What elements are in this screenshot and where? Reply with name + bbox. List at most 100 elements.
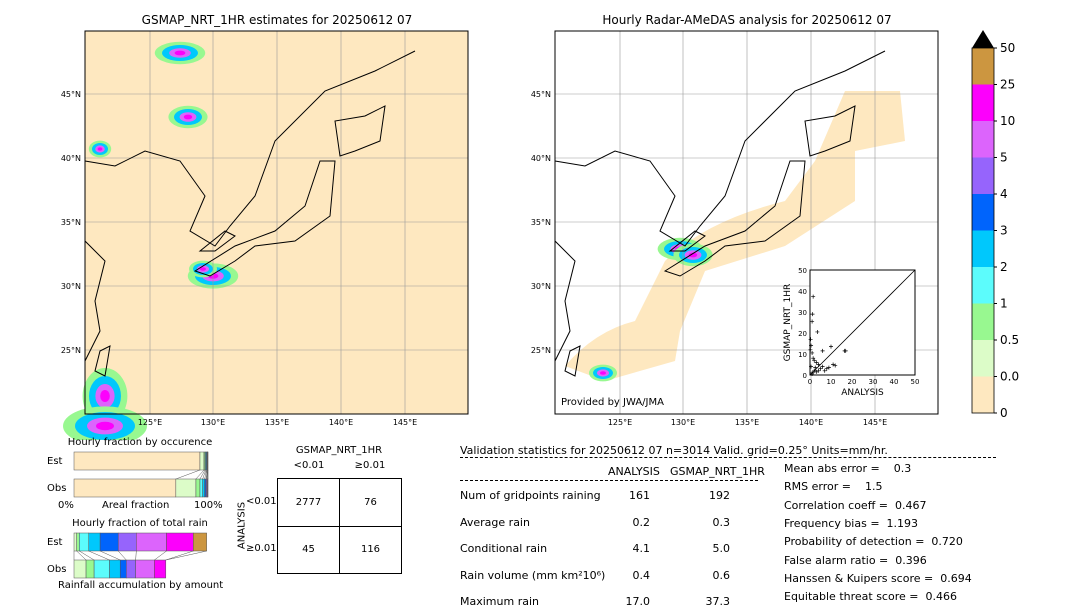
- lon-tick: 135°E: [735, 418, 759, 427]
- lat-tick: 35°N: [61, 218, 81, 227]
- row-header: <0.01: [246, 496, 277, 507]
- scatter-point: [808, 337, 813, 342]
- lat-tick: 35°N: [531, 218, 551, 227]
- lon-tick: 140°E: [799, 418, 823, 427]
- occ-tick-100: 100%: [194, 500, 223, 511]
- colorbar-label: 5: [1000, 151, 1008, 165]
- rain-est-label: Est: [47, 537, 63, 548]
- stat-analysis: 0.4: [632, 568, 651, 582]
- occurrence-title: Hourly fraction by occurence: [67, 437, 213, 448]
- lat-tick: 25°N: [531, 346, 551, 355]
- y-tick: 40: [798, 288, 807, 296]
- colorbar-label: 2: [1000, 260, 1008, 274]
- lon-tick: 130°E: [201, 418, 225, 427]
- rain-area: [96, 421, 114, 431]
- occurrence-est-segment: [73, 451, 201, 471]
- occurrence-obs-segment: [175, 478, 197, 498]
- stat-gsmap: 5.0: [712, 542, 731, 555]
- scatter-point: [812, 368, 817, 373]
- connector: [165, 550, 207, 561]
- colorbar-label: 3: [1000, 224, 1008, 238]
- x-tick: 40: [890, 378, 899, 386]
- lon-tick: 125°E: [608, 418, 632, 427]
- occurrence-obs-segment: [195, 478, 201, 498]
- y-tick: 20: [798, 330, 807, 338]
- rain-est-segment: [73, 532, 77, 552]
- divider: [460, 480, 758, 481]
- stat-analysis: 17.0: [625, 595, 651, 608]
- score-line: Hanssen & Kuipers score = 0.694: [784, 571, 972, 585]
- stat-analysis: 161: [629, 489, 650, 502]
- score-line: Probability of detection = 0.720: [784, 535, 963, 549]
- extend-triangle: [972, 30, 994, 48]
- scatter-point: [824, 366, 829, 371]
- stat-gsmap: 0.3: [712, 515, 731, 529]
- scatter-point: [818, 366, 823, 371]
- colorbar-label: 0.01: [1000, 370, 1020, 384]
- scatter-point: [816, 368, 821, 373]
- maps-layer: 125°E 130°E 135°E 140°E 145°E 45°N 40°N 35°N 30°…: [61, 30, 939, 440]
- rain-obs-segment: [85, 559, 95, 579]
- right-map-title: Hourly Radar-AMeDAS analysis for 2025061…: [602, 13, 892, 27]
- credit-text: Provided by JWA/JMA: [561, 397, 664, 408]
- rain-title: Hourly fraction of total rain: [72, 518, 208, 529]
- connector: [118, 550, 127, 561]
- rain-obs-label: Obs: [47, 564, 67, 575]
- col-gsmap: GSMAP_NRT_1HR: [670, 465, 765, 478]
- score-line: Frequency bias = 1.193: [784, 516, 919, 530]
- connector: [88, 550, 110, 561]
- lat-tick: 25°N: [61, 346, 81, 355]
- lat-tick: 30°N: [61, 282, 81, 291]
- scatter-point: [816, 362, 821, 367]
- rain-area: [174, 50, 186, 56]
- scatter-point: [810, 350, 815, 355]
- rain-est-segment: [99, 532, 119, 552]
- rain-obs-segment: [73, 559, 87, 579]
- scatter-point: [822, 368, 827, 373]
- connector: [199, 469, 206, 480]
- rain-est-segment: [193, 532, 207, 552]
- x-tick: 30: [869, 378, 878, 386]
- score-line: Equitable threat score = 0.466: [784, 590, 957, 604]
- colorbar-segment: [972, 121, 994, 158]
- occurrence-est-segment: [199, 451, 205, 471]
- connector: [76, 550, 87, 561]
- rain-area: [97, 147, 103, 151]
- row-header: ≥0.01: [246, 543, 277, 554]
- y-tick: 50: [798, 267, 807, 275]
- colorbar-segment: [972, 303, 994, 340]
- stat-label: Num of gridpoints raining: [460, 489, 601, 502]
- colorbar-label: 4: [1000, 187, 1008, 201]
- scatter-point: [815, 329, 820, 334]
- scatter-point: [843, 348, 848, 353]
- colorbar-segment: [972, 157, 994, 194]
- connector: [135, 550, 137, 561]
- stat-gsmap: 37.3: [705, 595, 731, 608]
- score-line: False alarm ratio = 0.396: [784, 553, 927, 567]
- rain-est-segment: [88, 532, 101, 552]
- scatter-point: [826, 365, 831, 370]
- rain-area: [600, 371, 606, 375]
- contingency-table: 2777 76 45 116: [277, 478, 402, 574]
- scatter-point: [808, 347, 813, 352]
- scatter-point: [831, 362, 836, 367]
- rain-est-segment: [136, 532, 167, 552]
- cell: 45: [302, 544, 315, 555]
- colorbar-segment: [972, 230, 994, 267]
- colorbar-label: 10: [1000, 114, 1015, 128]
- x-tick: 20: [848, 378, 857, 386]
- colorbar-segment: [972, 376, 994, 413]
- rain-obs-segment: [154, 559, 167, 579]
- cell: 2777: [295, 497, 322, 508]
- scatter-point: [811, 294, 816, 299]
- connector: [165, 550, 194, 561]
- rain-xlabel: Rainfall accumulation by amount: [58, 580, 224, 591]
- lon-tick: 135°E: [265, 418, 289, 427]
- scatter-point: [811, 356, 816, 361]
- connector: [204, 469, 207, 480]
- scatter-point: [829, 344, 833, 349]
- scatter-point: [809, 343, 814, 348]
- colorbar-label: 0: [1000, 406, 1008, 420]
- diagonal-line: [809, 269, 916, 376]
